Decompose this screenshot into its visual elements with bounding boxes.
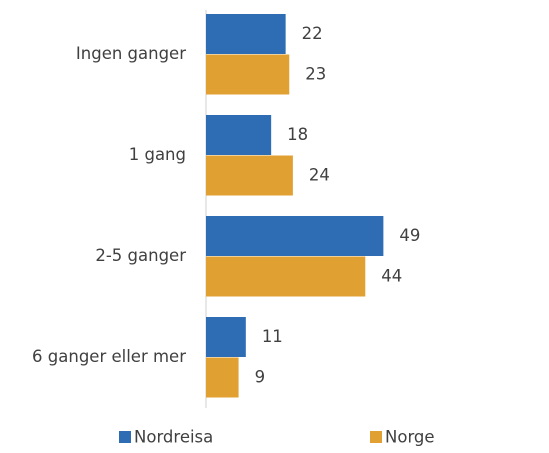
- data-label: 9: [255, 367, 266, 386]
- data-label: 23: [305, 64, 326, 83]
- data-label: 44: [381, 266, 402, 285]
- bar: [206, 256, 366, 297]
- bar: [206, 317, 246, 357]
- data-label: 11: [262, 327, 283, 346]
- category-label: 2-5 ganger: [95, 246, 186, 265]
- bar: [206, 155, 293, 196]
- bar: [206, 14, 286, 54]
- data-label: 49: [399, 226, 420, 245]
- legend-label: Nordreisa: [134, 428, 213, 447]
- bar: [206, 357, 239, 398]
- data-label: 24: [309, 165, 330, 184]
- legend-label: Norge: [385, 428, 435, 447]
- legend-swatch: [119, 431, 131, 443]
- bar: [206, 115, 272, 155]
- bar: [206, 54, 290, 95]
- legend-swatch: [370, 431, 382, 443]
- category-label: 1 gang: [129, 145, 186, 164]
- category-label: Ingen ganger: [76, 44, 186, 63]
- category-label: 6 ganger eller mer: [32, 347, 186, 366]
- data-label: 18: [287, 125, 308, 144]
- data-label: 22: [302, 24, 323, 43]
- bar: [206, 216, 384, 256]
